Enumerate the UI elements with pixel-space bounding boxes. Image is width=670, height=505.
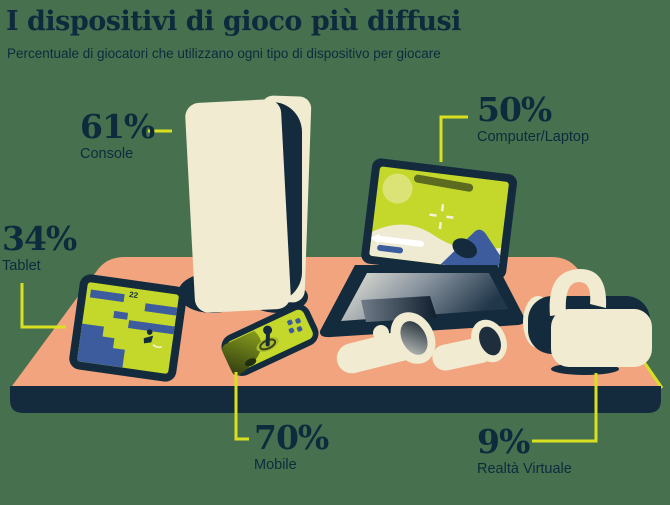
tablet-score-text: 22 bbox=[129, 290, 140, 300]
stat-tablet-value: 34% bbox=[2, 219, 77, 258]
stat-console-label: Console bbox=[80, 146, 134, 162]
vr-callout-line bbox=[532, 373, 598, 443]
stat-computer-value: 50% bbox=[477, 90, 552, 129]
mobile-callout-line bbox=[234, 372, 249, 441]
stat-mobile: 70% Mobile bbox=[254, 418, 329, 473]
tablet-illustration: 22 bbox=[69, 274, 187, 382]
stat-vr-value: 9% bbox=[477, 422, 530, 461]
stat-console: 61% Console bbox=[80, 107, 155, 162]
callout-lines bbox=[20, 115, 598, 443]
stat-computer: 50% Computer/Laptop bbox=[477, 93, 589, 145]
laptop-illustration bbox=[319, 158, 525, 338]
computer-callout-line bbox=[439, 115, 468, 162]
page-subtitle: Percentuale di giocatori che utilizzano … bbox=[7, 46, 441, 61]
stat-console-value: 61% bbox=[80, 107, 155, 146]
stat-computer-label: Computer/Laptop bbox=[477, 129, 590, 145]
stat-tablet-label: Tablet bbox=[2, 258, 41, 274]
vr-headset-illustration bbox=[523, 269, 652, 375]
stat-mobile-label: Mobile bbox=[254, 457, 297, 473]
stat-tablet: 34% Tablet bbox=[2, 219, 77, 274]
vr-controllers-illustration bbox=[336, 312, 507, 374]
smartphone-illustration bbox=[220, 304, 319, 378]
stat-vr-label: Realtà Virtuale bbox=[477, 461, 572, 477]
stat-mobile-value: 70% bbox=[254, 418, 329, 457]
console-illustration bbox=[178, 95, 312, 313]
tablet-callout-line bbox=[20, 283, 66, 329]
stat-vr: 9% Realtà Virtuale bbox=[477, 425, 572, 477]
page-title: I dispositivi di gioco più diffusi bbox=[6, 6, 461, 37]
